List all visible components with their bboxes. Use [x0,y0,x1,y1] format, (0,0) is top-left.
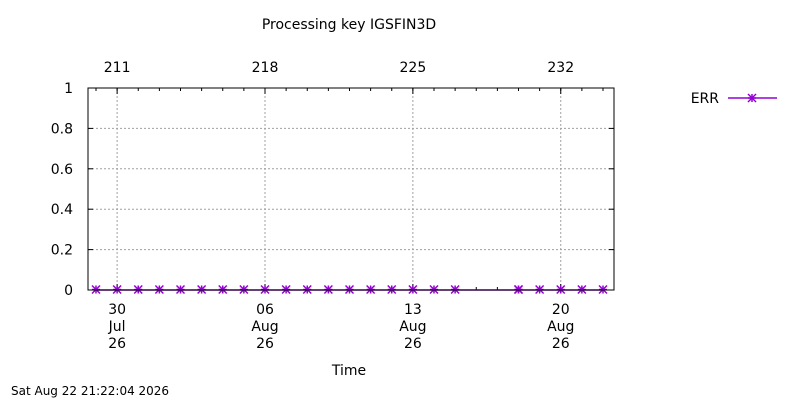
x-tick-label-top: 232 [547,60,574,76]
legend-marker-err [747,93,757,103]
grid [88,88,614,290]
y-tick-label: 0 [64,283,73,299]
y-tick-label: 0.8 [51,121,73,137]
axis-ticks: 0 0.2 0.4 0.6 0.8 1 30 Jul 26 06 Aug 26 13 Aug 26 20 Aug… [51,60,614,352]
y-tick-label: 0.2 [51,243,73,259]
legend-label-err: ERR [691,91,720,107]
y-tick-label: 0.6 [51,162,73,178]
x-tick-label-bottom: 13 Aug 26 [399,302,426,352]
legend-marker-glyph [747,93,757,103]
x-tick-label-top: 211 [104,60,131,76]
plot-frame [87,87,615,291]
x-tick-label-bottom: 30 Jul 26 [108,302,126,352]
chart-title: Processing key IGSFIN3D [262,17,436,33]
x-tick-label-top: 218 [252,60,279,76]
y-tick-label: 1 [64,81,73,97]
x-axis-label: Time [331,363,366,379]
legend: ERR [691,91,777,107]
y-tick-label: 0.4 [51,202,73,218]
x-tick-label-bottom: 20 Aug 26 [547,302,574,352]
x-tick-label-top: 225 [400,60,427,76]
footer-timestamp: Sat Aug 22 21:22:04 2026 [11,384,169,398]
x-tick-label-bottom: 06 Aug 26 [251,302,278,352]
